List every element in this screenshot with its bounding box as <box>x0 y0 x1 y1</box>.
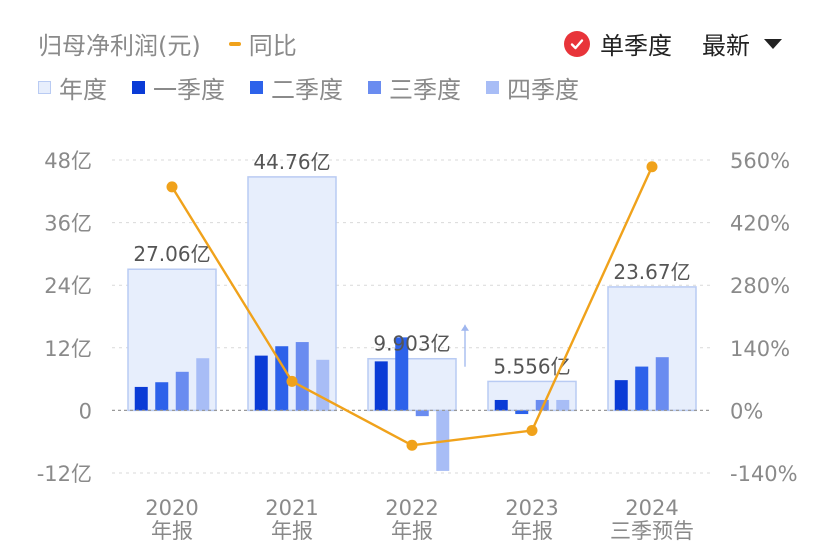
legend-label-q1: 一季度 <box>153 76 225 104</box>
legend-label-q3: 三季度 <box>389 76 461 104</box>
chart-header: 归母净利润(元) 同比 <box>38 26 297 61</box>
quarter-bar-4 <box>196 358 210 411</box>
chart-controls: 单季度 最新 <box>564 26 782 61</box>
x-tick-label: 2020 <box>145 496 198 520</box>
quarter-bar-1 <box>134 386 148 411</box>
quarter-bar-3 <box>175 371 189 411</box>
x-tick-label: 三季预告 <box>610 519 694 543</box>
yoy-legend: 同比 <box>228 26 297 61</box>
legend-swatch-q1 <box>132 81 145 94</box>
legend-swatch-q2 <box>250 81 263 94</box>
y-tick-label: 48亿 <box>44 149 92 173</box>
annual-value-label: 9.903亿 <box>373 332 450 356</box>
legend-swatch-q3 <box>368 81 381 94</box>
quarter-bar-2 <box>155 382 169 411</box>
y-tick-label: 12亿 <box>44 337 92 361</box>
check-icon[interactable] <box>564 30 590 57</box>
legend-item-q3[interactable]: 三季度 <box>368 70 461 105</box>
quarter-bar-1 <box>254 355 268 411</box>
y2-tick-label: 140% <box>730 337 790 361</box>
x-tick-label: 2023 <box>505 496 558 520</box>
x-tick-label: 2022 <box>385 496 438 520</box>
chart-title: 归母净利润(元) <box>38 32 201 60</box>
quarter-bar-4 <box>316 359 330 411</box>
yoy-point <box>526 425 538 437</box>
annual-value-label: 44.76亿 <box>253 150 330 174</box>
quarter-bar-2 <box>515 410 529 415</box>
quarter-bar-1 <box>494 399 508 411</box>
quarter-bar-2 <box>275 346 289 411</box>
legend-label-q2: 二季度 <box>271 76 343 104</box>
y2-tick-label: 560% <box>730 149 790 173</box>
yoy-legend-label: 同比 <box>248 32 297 60</box>
y-tick-label: 36亿 <box>44 212 92 236</box>
legend-item-q1[interactable]: 一季度 <box>132 70 225 105</box>
legend-item-q2[interactable]: 二季度 <box>250 70 343 105</box>
x-tick-label: 2021 <box>265 496 318 520</box>
yoy-point <box>286 375 298 387</box>
annual-value-label: 5.556亿 <box>493 354 570 378</box>
quarter-bar-2 <box>395 337 409 411</box>
y2-tick-label: 420% <box>730 212 790 236</box>
expand-arrow-icon <box>461 324 469 331</box>
quarter-bar-2 <box>635 366 649 411</box>
y-tick-label: 24亿 <box>44 274 92 298</box>
yoy-point <box>166 181 178 193</box>
annual-value-label: 23.67亿 <box>613 260 690 284</box>
chart-legend: 年度 一季度 二季度 三季度 四季度 <box>38 70 604 105</box>
legend-label-annual: 年度 <box>59 76 107 104</box>
quarter-bar-3 <box>415 410 429 417</box>
x-tick-label: 年报 <box>511 519 553 543</box>
x-tick-label: 2024 <box>625 496 678 520</box>
legend-swatch-annual <box>38 81 51 94</box>
legend-item-annual[interactable]: 年度 <box>38 70 107 105</box>
y-tick-label: 0 <box>79 399 92 423</box>
x-tick-label: 年报 <box>391 519 433 543</box>
y-tick-label: -12亿 <box>37 462 92 486</box>
yoy-line-swatch <box>228 41 241 46</box>
quarter-bar-3 <box>655 357 669 411</box>
yoy-point <box>646 161 658 173</box>
y2-tick-label: 280% <box>730 274 790 298</box>
legend-item-q4[interactable]: 四季度 <box>486 70 579 105</box>
legend-swatch-q4 <box>486 81 499 94</box>
sort-label: 最新 <box>702 32 750 60</box>
quarter-bar-1 <box>374 361 388 411</box>
x-tick-label: 年报 <box>271 519 313 543</box>
y2-tick-label: -140% <box>730 462 798 486</box>
yoy-point <box>406 439 418 451</box>
annual-value-label: 27.06亿 <box>133 242 210 266</box>
legend-label-q4: 四季度 <box>507 76 579 104</box>
single-quarter-toggle[interactable]: 单季度 <box>600 32 672 60</box>
quarter-bar-3 <box>295 342 309 411</box>
x-tick-label: 年报 <box>151 519 193 543</box>
quarter-bar-1 <box>614 380 628 411</box>
quarter-bar-4 <box>556 399 570 411</box>
y2-tick-label: 0% <box>730 399 763 423</box>
sort-dropdown[interactable]: 最新 <box>702 26 782 61</box>
chevron-down-icon <box>764 38 782 49</box>
